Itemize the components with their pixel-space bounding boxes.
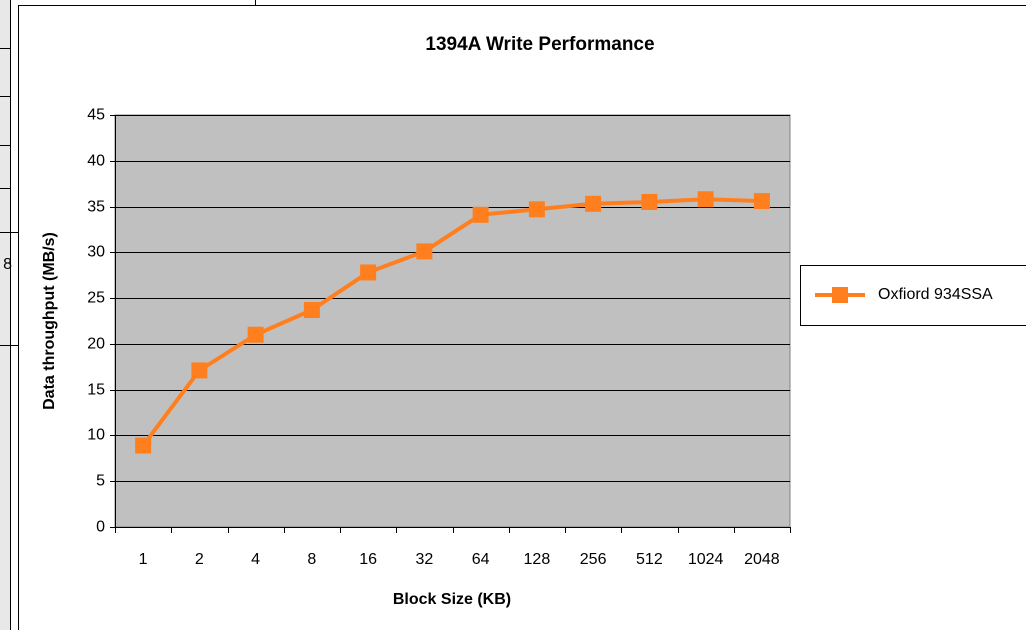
point-marker — [360, 264, 377, 281]
x-tick-label: 512 — [636, 551, 663, 568]
point-marker — [472, 206, 489, 223]
y-tick-label: 15 — [87, 382, 105, 399]
x-axis-title: Block Size (KB) — [393, 591, 511, 608]
point-marker — [303, 302, 320, 319]
y-tick-label: 5 — [96, 473, 105, 490]
x-tick-label: 2 — [195, 551, 204, 568]
point-marker — [753, 193, 770, 210]
y-tick-label: 45 — [87, 107, 105, 124]
chart-title: 1394A Write Performance — [425, 34, 654, 55]
y-tick-label: 10 — [87, 427, 105, 444]
point-marker — [191, 362, 208, 379]
y-tick-label: 20 — [87, 336, 105, 353]
x-tick-label: 8 — [307, 551, 316, 568]
series-line — [141, 197, 762, 447]
y-tick-label: 35 — [87, 199, 105, 216]
y-axis-title: Data throughput (MB/s) — [41, 232, 58, 410]
x-tick-label: 32 — [415, 551, 433, 568]
legend-label: Oxfiord 934SSA — [878, 286, 993, 303]
point-marker — [135, 437, 152, 454]
y-tick-label: 30 — [87, 244, 105, 261]
x-tick-label: 2048 — [744, 551, 780, 568]
point-marker — [641, 193, 658, 210]
x-tick-label: 1024 — [688, 551, 724, 568]
x-tick-label: 1 — [139, 551, 148, 568]
point-marker — [528, 201, 545, 218]
legend-marker — [832, 287, 848, 303]
x-tick-label: 128 — [524, 551, 551, 568]
y-tick-label: 25 — [87, 290, 105, 307]
y-tick-label: 40 — [87, 153, 105, 170]
point-marker — [416, 243, 433, 260]
point-marker — [247, 326, 264, 343]
point-marker — [585, 195, 602, 212]
x-tick-label: 256 — [580, 551, 607, 568]
x-tick-label: 64 — [472, 551, 490, 568]
point-marker — [697, 191, 714, 208]
x-tick-label: 4 — [251, 551, 260, 568]
x-tick-label: 16 — [359, 551, 377, 568]
plot-area — [114, 114, 791, 528]
sheet-cell-text: 8 — [3, 256, 12, 273]
sheet-column — [0, 0, 10, 630]
sheet-grid — [0, 0, 256, 630]
y-tick-label: 0 — [96, 519, 105, 536]
